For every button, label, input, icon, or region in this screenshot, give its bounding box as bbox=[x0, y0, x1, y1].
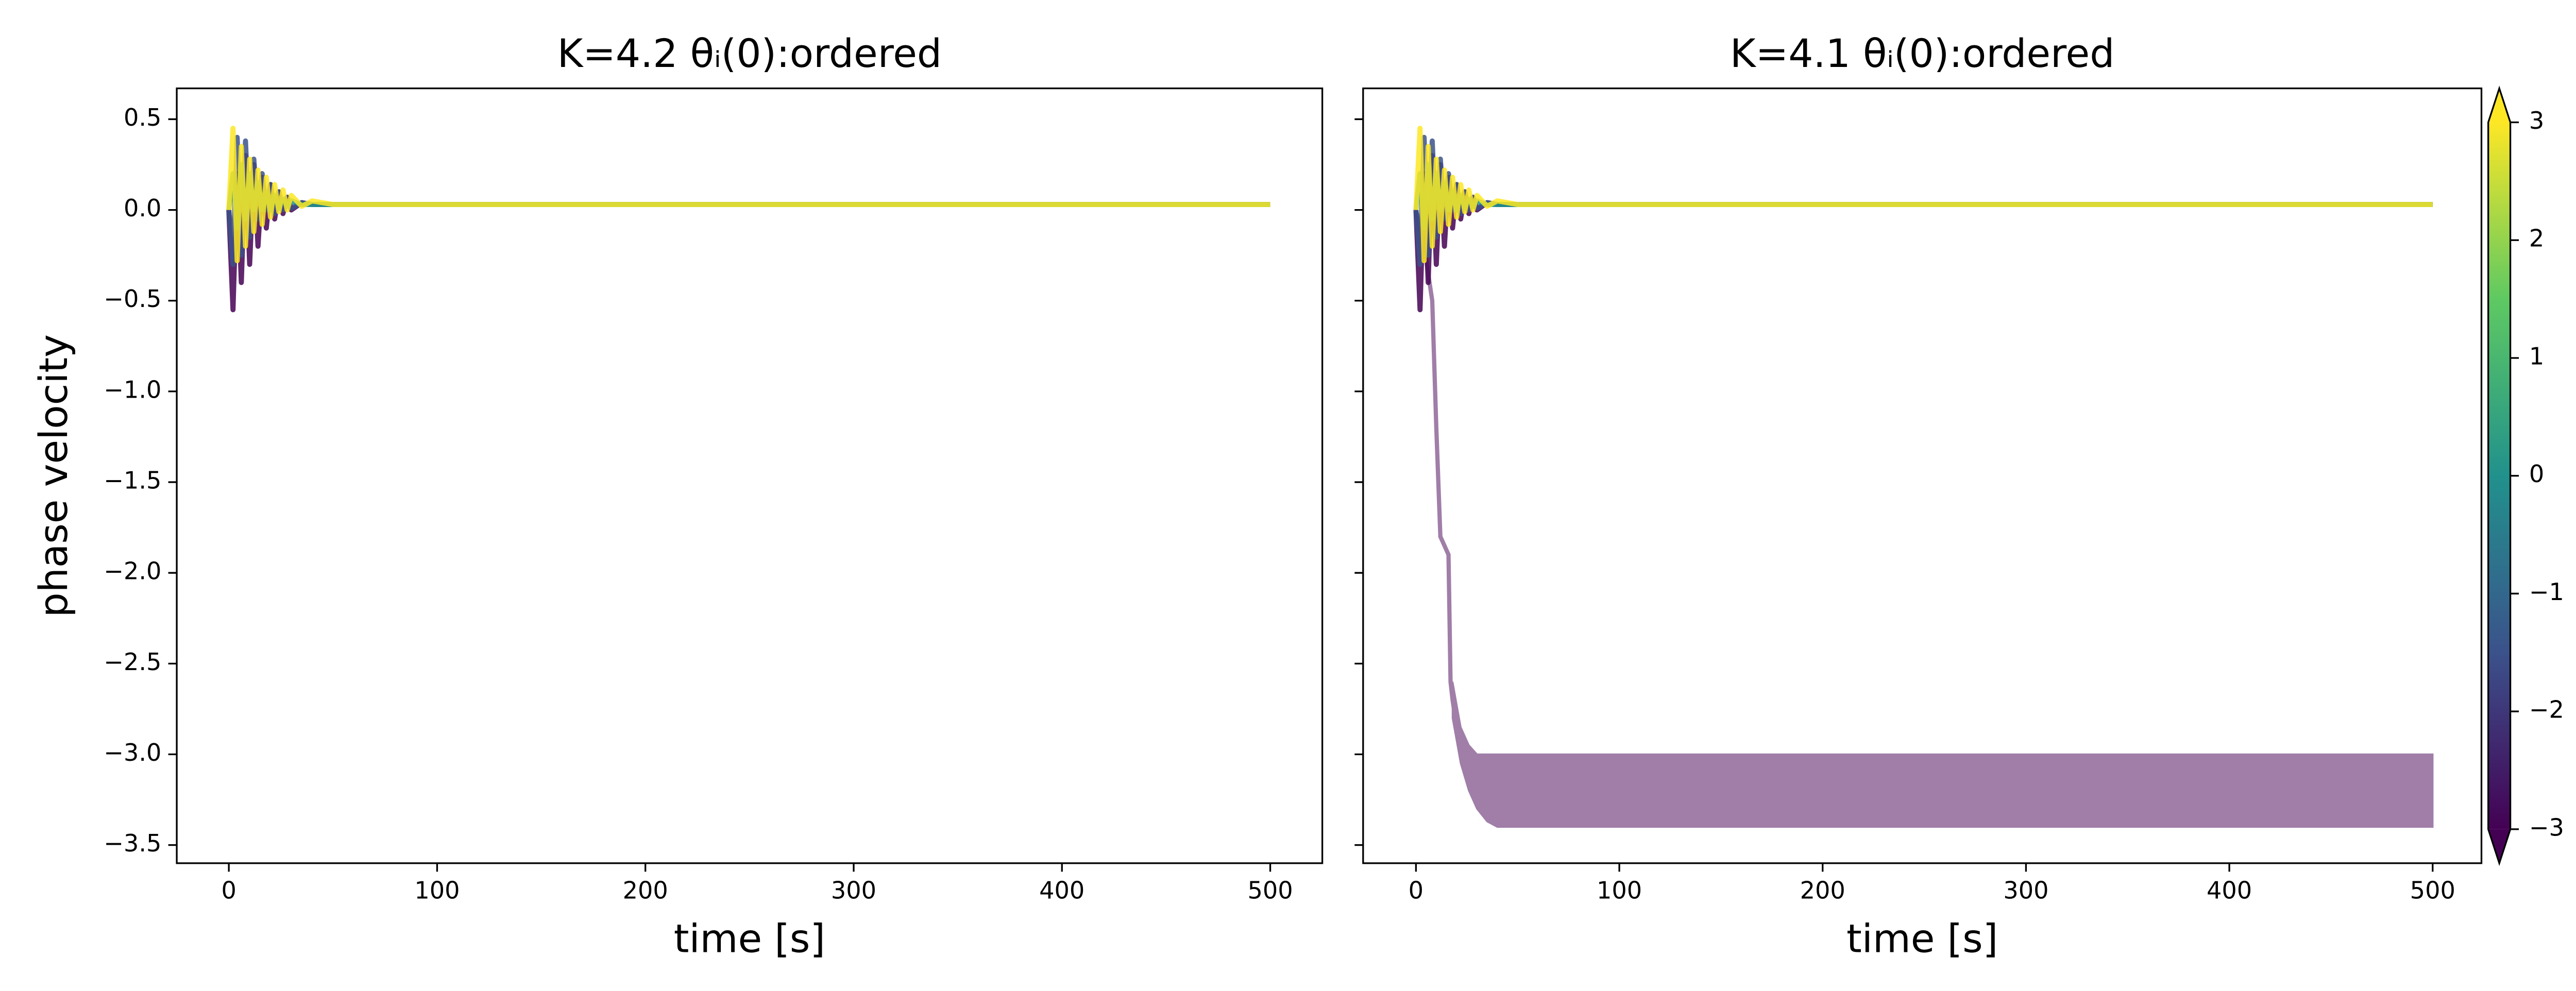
x-tick-label: 400 bbox=[1039, 876, 1084, 904]
y-tick-label: −3.0 bbox=[104, 739, 161, 766]
y-tick-label: −2.0 bbox=[104, 557, 161, 585]
x-tick-label: 300 bbox=[831, 876, 876, 904]
x-axis-label: time [s] bbox=[1846, 916, 1998, 962]
y-tick-label: −1.5 bbox=[104, 467, 161, 494]
colorbar-tick-label: −3 bbox=[2529, 813, 2564, 841]
colorbar bbox=[2488, 122, 2511, 829]
line bbox=[1413, 134, 2433, 267]
y-tick-label: −0.5 bbox=[104, 285, 161, 313]
line bbox=[1413, 152, 2433, 313]
colorbar-tick-label: 0 bbox=[2529, 460, 2544, 488]
x-tick-label: 200 bbox=[1800, 876, 1845, 904]
line bbox=[226, 134, 1270, 267]
axes-frame bbox=[176, 87, 1324, 864]
colorbar-tick-label: −1 bbox=[2529, 578, 2564, 606]
line bbox=[226, 126, 1270, 264]
oscillation-band bbox=[1451, 681, 2434, 828]
x-tick-label: 500 bbox=[2410, 876, 2455, 904]
y-axis-label: phase velocity bbox=[31, 334, 76, 617]
line bbox=[1414, 209, 1479, 783]
x-tick-label: 300 bbox=[2003, 876, 2048, 904]
x-tick-label: 400 bbox=[2207, 876, 2252, 904]
x-axis-label: time [s] bbox=[674, 916, 825, 962]
colorbar-extend-bottom bbox=[2488, 829, 2511, 863]
x-tick-label: 100 bbox=[414, 876, 460, 904]
x-tick-label: 0 bbox=[1409, 876, 1423, 904]
y-tick-label: 0.0 bbox=[124, 194, 161, 222]
plot-area bbox=[226, 126, 1270, 313]
x-tick-label: 0 bbox=[221, 876, 236, 904]
y-tick-label: 0.5 bbox=[124, 104, 161, 131]
colorbar-extend-top bbox=[2488, 88, 2511, 123]
colorbar-tick-label: 1 bbox=[2529, 342, 2544, 370]
colorbar-tick-label: 2 bbox=[2529, 225, 2544, 252]
y-tick-label: −3.5 bbox=[104, 829, 161, 857]
chart-title: K=4.2 θᵢ(0):ordered bbox=[557, 31, 942, 76]
chart-title: K=4.1 θᵢ(0):ordered bbox=[1730, 31, 2114, 76]
x-tick-label: 100 bbox=[1597, 876, 1642, 904]
y-tick-label: −1.0 bbox=[104, 375, 161, 403]
x-tick-label: 500 bbox=[1247, 876, 1293, 904]
line bbox=[1413, 126, 2433, 264]
colorbar-tick-label: −2 bbox=[2529, 696, 2564, 724]
line bbox=[226, 152, 1270, 313]
axes-frame bbox=[1362, 87, 2483, 864]
line bbox=[226, 162, 1270, 231]
line bbox=[1413, 162, 2433, 231]
colorbar-tick-label: 3 bbox=[2529, 107, 2544, 134]
y-tick-label: −2.5 bbox=[104, 648, 161, 676]
plot-area bbox=[1413, 126, 2434, 828]
x-tick-label: 200 bbox=[623, 876, 668, 904]
